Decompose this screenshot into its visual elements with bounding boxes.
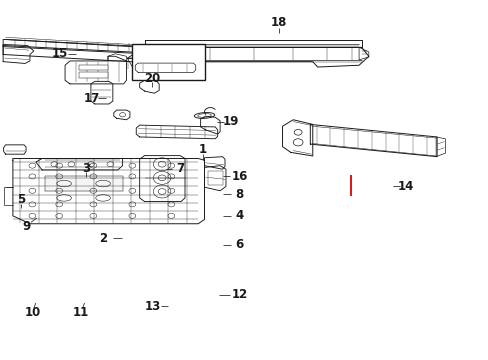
Text: 9: 9	[22, 220, 30, 233]
Text: 10: 10	[24, 306, 41, 319]
Text: 1: 1	[199, 143, 207, 156]
Polygon shape	[36, 158, 122, 170]
Text: 12: 12	[231, 288, 247, 301]
Polygon shape	[140, 156, 184, 202]
Polygon shape	[144, 47, 368, 67]
Text: 17: 17	[83, 92, 100, 105]
Polygon shape	[140, 80, 159, 93]
Polygon shape	[3, 145, 26, 154]
Text: 18: 18	[270, 17, 286, 30]
Polygon shape	[127, 58, 152, 69]
Polygon shape	[135, 63, 195, 72]
Text: 3: 3	[82, 162, 90, 175]
Text: 11: 11	[73, 306, 89, 319]
Polygon shape	[310, 125, 436, 157]
Polygon shape	[114, 110, 130, 120]
Polygon shape	[3, 44, 34, 63]
Polygon shape	[144, 40, 361, 47]
Text: 16: 16	[231, 170, 247, 183]
Text: 5: 5	[17, 193, 25, 206]
Bar	[79, 72, 108, 78]
Polygon shape	[204, 157, 224, 169]
Polygon shape	[44, 176, 122, 191]
Polygon shape	[200, 116, 220, 134]
Bar	[132, 44, 204, 80]
Bar	[207, 171, 222, 185]
Text: 13: 13	[144, 300, 161, 313]
Text: 14: 14	[396, 180, 413, 193]
Circle shape	[145, 55, 148, 57]
Text: 4: 4	[235, 210, 243, 222]
Text: 20: 20	[143, 72, 160, 85]
Bar	[79, 65, 108, 69]
Polygon shape	[3, 45, 195, 65]
Polygon shape	[91, 81, 113, 104]
Polygon shape	[358, 47, 368, 60]
Polygon shape	[3, 40, 195, 56]
Polygon shape	[65, 56, 126, 84]
Polygon shape	[136, 125, 217, 139]
Polygon shape	[13, 158, 204, 224]
Polygon shape	[144, 47, 168, 60]
Polygon shape	[108, 54, 126, 61]
Text: 2: 2	[99, 231, 107, 244]
Polygon shape	[435, 137, 445, 157]
Polygon shape	[282, 120, 312, 156]
Text: 6: 6	[235, 238, 243, 251]
Text: 8: 8	[235, 188, 243, 201]
Polygon shape	[204, 166, 225, 191]
Text: 15: 15	[52, 47, 68, 60]
Text: 7: 7	[176, 162, 184, 175]
Text: 19: 19	[222, 116, 239, 129]
